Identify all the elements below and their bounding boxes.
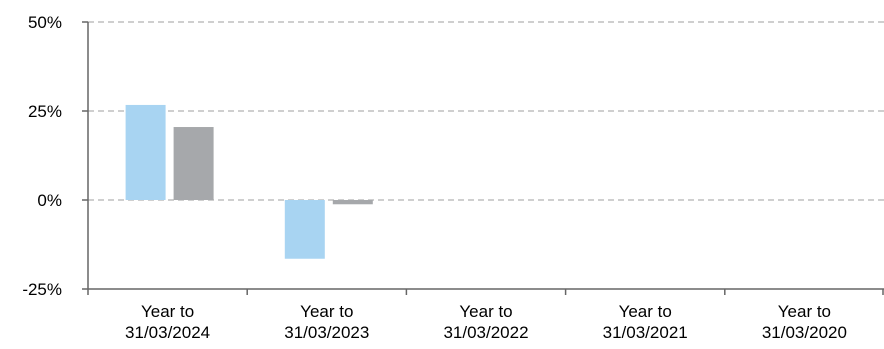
x-category-label-1-line-2: 31/03/2024	[125, 323, 210, 342]
bar-series1-cat1	[125, 104, 166, 200]
y-tick-label-2: 0%	[37, 191, 62, 210]
x-category-label-4-line-2: 31/03/2021	[603, 323, 688, 342]
x-category-label-5: Year to 31/03/2020	[762, 302, 847, 342]
x-category-label-4-line-1: Year to	[619, 302, 672, 321]
x-category-label-3-line-1: Year to	[459, 302, 512, 321]
x-category-label-2-line-2: 31/03/2023	[284, 323, 369, 342]
x-category-label-1: Year to 31/03/2024	[125, 302, 210, 342]
x-category-label-2: Year to 31/03/2023	[284, 302, 369, 342]
y-tick-labels: 50% 25% 0% -25%	[22, 13, 62, 299]
x-category-label-5-line-2: 31/03/2020	[762, 323, 847, 342]
x-category-label-4: Year to 31/03/2021	[603, 302, 688, 342]
bars	[125, 104, 373, 259]
bar-series2-cat2	[332, 200, 373, 205]
y-tick-label-1: 25%	[28, 102, 62, 121]
y-tick-label-0: 50%	[28, 13, 62, 32]
bar-series2-cat1	[173, 127, 214, 200]
axes	[82, 21, 884, 295]
x-category-label-3-line-2: 31/03/2022	[443, 323, 528, 342]
y-tick-label-3: -25%	[22, 280, 62, 299]
x-category-label-5-line-1: Year to	[778, 302, 831, 321]
x-category-label-1-line-1: Year to	[141, 302, 194, 321]
x-category-label-2-line-1: Year to	[300, 302, 353, 321]
x-category-label-3: Year to 31/03/2022	[443, 302, 528, 342]
bar-series1-cat2	[284, 200, 325, 259]
gridlines	[88, 21, 884, 201]
